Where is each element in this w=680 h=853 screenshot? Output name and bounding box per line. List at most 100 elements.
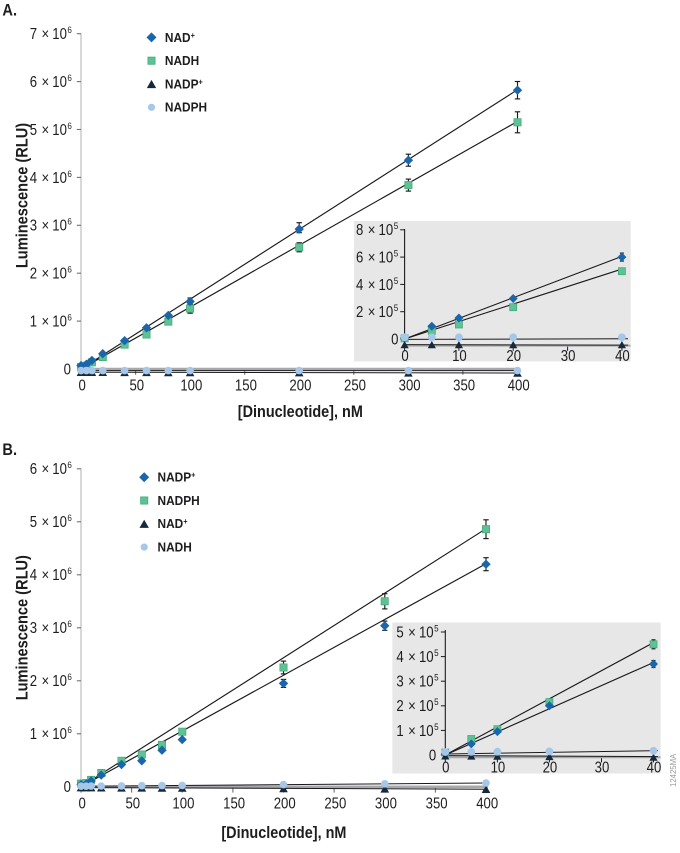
svg-text:6: 6 [67, 168, 72, 179]
svg-text:×: × [408, 624, 416, 641]
svg-text:0: 0 [64, 779, 71, 796]
svg-text:×: × [41, 266, 49, 283]
svg-text:2: 2 [356, 304, 363, 321]
svg-text:×: × [408, 674, 416, 691]
svg-text:10: 10 [52, 461, 67, 478]
svg-text:7: 7 [30, 26, 37, 43]
svg-text:10: 10 [379, 277, 394, 294]
svg-text:×: × [368, 277, 376, 294]
svg-text:50: 50 [129, 378, 144, 395]
svg-text:6: 6 [67, 566, 72, 577]
svg-text:×: × [408, 698, 416, 715]
svg-text:10: 10 [52, 514, 67, 531]
svg-text:3: 3 [30, 218, 37, 235]
svg-text:10: 10 [52, 26, 67, 43]
svg-text:40: 40 [615, 348, 630, 365]
svg-text:[Dinucleotide], nM: [Dinucleotide], nM [221, 824, 346, 842]
svg-text:250: 250 [324, 796, 346, 813]
svg-text:4: 4 [30, 170, 37, 187]
svg-text:6: 6 [67, 672, 72, 683]
svg-text:0: 0 [442, 759, 449, 776]
svg-text:NAD+: NAD+ [165, 30, 195, 45]
svg-text:5: 5 [394, 221, 399, 232]
svg-text:100: 100 [172, 796, 194, 813]
svg-text:250: 250 [344, 378, 366, 395]
svg-text:10: 10 [419, 624, 434, 641]
svg-text:10: 10 [52, 567, 67, 584]
svg-text:5: 5 [434, 697, 439, 708]
svg-text:0: 0 [391, 331, 398, 348]
svg-text:6: 6 [67, 513, 72, 524]
svg-text:5: 5 [394, 275, 399, 286]
svg-text:2: 2 [30, 266, 37, 283]
svg-text:10: 10 [419, 698, 434, 715]
svg-text:Luminescence (RLU): Luminescence (RLU) [14, 123, 32, 268]
svg-text:×: × [368, 222, 376, 239]
svg-text:5: 5 [396, 624, 403, 641]
svg-text:×: × [41, 74, 49, 91]
svg-text:NADPH: NADPH [158, 493, 200, 508]
svg-text:50: 50 [125, 796, 140, 813]
svg-text:6: 6 [67, 120, 72, 131]
svg-text:×: × [41, 170, 49, 187]
svg-text:0: 0 [79, 378, 86, 395]
svg-text:6: 6 [67, 24, 72, 35]
svg-text:4: 4 [30, 567, 37, 584]
svg-text:5: 5 [394, 248, 399, 259]
svg-text:6: 6 [30, 74, 37, 91]
svg-text:300: 300 [399, 378, 421, 395]
svg-text:350: 350 [426, 796, 448, 813]
svg-text:×: × [41, 726, 49, 743]
svg-text:A.: A. [2, 2, 17, 20]
svg-text:×: × [41, 122, 49, 139]
svg-text:6: 6 [30, 461, 37, 478]
svg-text:×: × [41, 218, 49, 235]
svg-text:6: 6 [67, 264, 72, 275]
svg-text:×: × [41, 567, 49, 584]
svg-text:6: 6 [67, 619, 72, 630]
svg-text:100: 100 [180, 378, 202, 395]
svg-text:10: 10 [52, 218, 67, 235]
svg-text:5: 5 [434, 623, 439, 634]
svg-text:10: 10 [419, 723, 434, 740]
svg-text:B.: B. [2, 441, 17, 459]
svg-text:×: × [368, 250, 376, 267]
svg-text:NADPH: NADPH [165, 100, 207, 115]
svg-text:10: 10 [379, 304, 394, 321]
svg-text:5: 5 [30, 122, 37, 139]
svg-text:5: 5 [434, 647, 439, 658]
svg-text:20: 20 [506, 348, 521, 365]
svg-text:2: 2 [396, 698, 403, 715]
svg-text:200: 200 [289, 378, 311, 395]
svg-text:×: × [408, 723, 416, 740]
svg-text:2: 2 [30, 673, 37, 690]
svg-text:1: 1 [396, 723, 403, 740]
svg-text:10: 10 [52, 314, 67, 331]
svg-text:30: 30 [595, 759, 610, 776]
svg-text:×: × [41, 673, 49, 690]
svg-text:0: 0 [401, 348, 408, 365]
svg-text:1: 1 [30, 314, 37, 331]
svg-text:300: 300 [375, 796, 397, 813]
svg-text:0: 0 [79, 796, 86, 813]
svg-text:4: 4 [396, 649, 403, 666]
svg-text:10: 10 [52, 74, 67, 91]
svg-text:5: 5 [434, 672, 439, 683]
svg-text:×: × [408, 649, 416, 666]
svg-text:5: 5 [30, 514, 37, 531]
svg-text:6: 6 [356, 250, 363, 267]
svg-text:×: × [41, 461, 49, 478]
svg-text:10: 10 [491, 759, 506, 776]
svg-text:10: 10 [379, 222, 394, 239]
svg-text:12425MA: 12425MA [669, 753, 678, 787]
svg-text:NADH: NADH [158, 540, 192, 555]
svg-text:350: 350 [453, 378, 475, 395]
svg-text:NADH: NADH [165, 54, 199, 69]
svg-text:400: 400 [508, 378, 530, 395]
svg-text:6: 6 [67, 460, 72, 471]
svg-text:×: × [41, 314, 49, 331]
svg-text:3: 3 [396, 674, 403, 691]
svg-text:10: 10 [52, 726, 67, 743]
svg-text:×: × [41, 26, 49, 43]
svg-text:400: 400 [476, 796, 498, 813]
